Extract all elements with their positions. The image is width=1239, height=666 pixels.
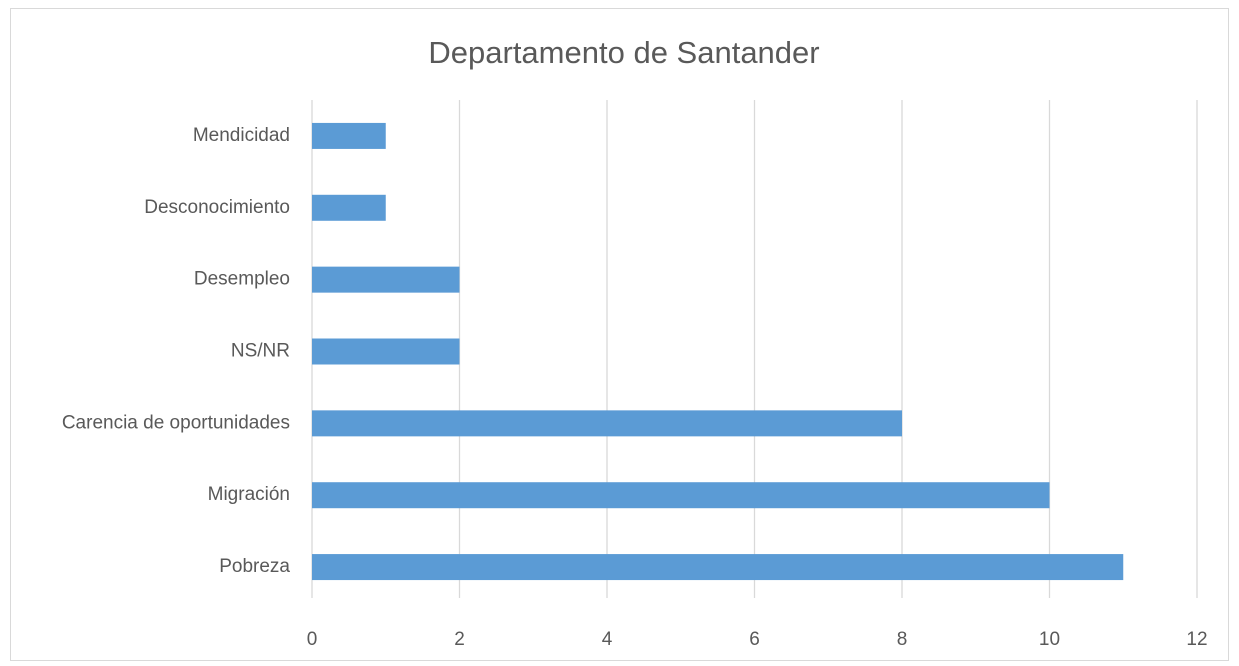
chart-title: Departamento de Santander xyxy=(428,35,819,70)
y-tick-label: NS/NR xyxy=(231,341,290,362)
bar xyxy=(312,410,902,437)
y-tick-label: Pobreza xyxy=(219,556,290,577)
y-tick-label: Desempleo xyxy=(194,269,290,290)
chart-border xyxy=(10,8,1229,661)
y-tick-label: Desconocimiento xyxy=(144,197,290,218)
bar xyxy=(312,194,386,221)
bar xyxy=(312,482,1050,509)
bar xyxy=(312,266,460,293)
x-tick-label: 4 xyxy=(602,629,613,650)
y-tick-label: Migración xyxy=(208,484,290,505)
bar xyxy=(312,122,386,149)
y-tick-label: Carencia de oportunidades xyxy=(62,412,290,433)
y-tick-label: Mendicidad xyxy=(193,125,290,146)
x-tick-label: 10 xyxy=(1039,629,1060,650)
x-tick-label: 6 xyxy=(749,629,760,650)
bar xyxy=(312,554,1124,581)
x-tick-label: 8 xyxy=(897,629,908,650)
bar xyxy=(312,338,460,365)
x-tick-label: 0 xyxy=(307,629,318,650)
x-tick-label: 2 xyxy=(454,629,465,650)
x-tick-label: 12 xyxy=(1186,629,1207,650)
